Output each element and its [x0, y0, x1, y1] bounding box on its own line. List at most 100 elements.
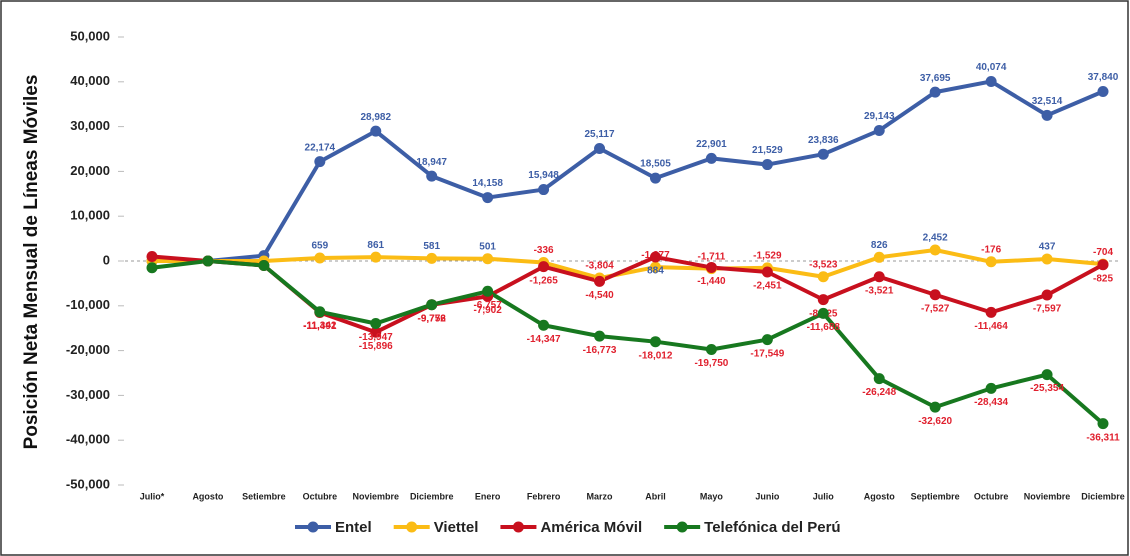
data-label: -13,947 [359, 332, 393, 343]
data-label: -4,540 [585, 290, 614, 301]
point [873, 271, 885, 283]
data-label: -1,265 [529, 275, 558, 286]
series-line [152, 248, 1104, 281]
point [426, 299, 438, 311]
point [258, 259, 270, 271]
y-tick-label: -10,000 [66, 297, 110, 312]
data-label: 22,901 [696, 139, 727, 150]
data-label: -176 [981, 244, 1001, 255]
point [370, 317, 382, 329]
legend-marker [512, 521, 524, 533]
data-label: 18,947 [416, 157, 447, 168]
data-label: -17,549 [750, 348, 784, 359]
data-label: 37,695 [920, 73, 951, 84]
point [314, 252, 326, 264]
point [985, 75, 997, 87]
point [705, 152, 717, 164]
y-tick-label: 20,000 [70, 163, 110, 178]
point [370, 251, 382, 263]
y-tick-label: -50,000 [66, 476, 110, 491]
legend-label: Telefónica del Perú [704, 519, 840, 536]
data-label: 861 [367, 240, 384, 251]
point [817, 271, 829, 283]
data-label: 14,158 [472, 178, 503, 189]
point [649, 336, 661, 348]
data-label: 437 [1039, 242, 1056, 253]
x-tick-label: Octubre [974, 491, 1009, 501]
y-tick-label: 50,000 [70, 28, 110, 43]
point [649, 172, 661, 184]
point [929, 86, 941, 98]
data-label: 15,948 [528, 170, 559, 181]
data-label: -14,347 [527, 334, 561, 345]
point [761, 266, 773, 278]
x-tick-label: Mayo [700, 491, 724, 501]
x-tick-label: Agosto [192, 491, 223, 501]
point [482, 192, 494, 204]
point [1041, 369, 1053, 381]
data-label: -2,451 [753, 281, 782, 292]
data-label: -825 [1093, 273, 1113, 284]
data-label: -336 [534, 245, 554, 256]
x-tick-label: Diciembre [1081, 491, 1125, 501]
data-label: -11,491 [303, 321, 337, 332]
y-axis-label: Posición Neta Mensual de Líneas Móviles [21, 75, 42, 450]
data-label: -11,464 [974, 321, 1008, 332]
point [929, 289, 941, 301]
point [426, 170, 438, 182]
point [873, 251, 885, 263]
legend-label: Viettel [434, 519, 479, 536]
point [985, 306, 997, 318]
point [761, 334, 773, 346]
point [202, 255, 214, 267]
point [1041, 289, 1053, 301]
x-tick-label: Noviembre [1024, 491, 1071, 501]
point [482, 253, 494, 265]
data-label: -9,752 [418, 313, 447, 324]
point [1097, 85, 1109, 97]
x-tick-label: Octubre [303, 491, 338, 501]
data-label: 23,836 [808, 135, 839, 146]
data-label: -15,896 [359, 341, 393, 352]
legend-marker [307, 521, 319, 533]
point [985, 382, 997, 394]
y-tick-label: 10,000 [70, 208, 110, 223]
data-label: 884 [647, 266, 664, 277]
point [538, 184, 550, 196]
data-label: 28,982 [360, 112, 391, 123]
x-tick-label: Junio [755, 491, 780, 501]
data-label: -16,773 [583, 345, 617, 356]
point [705, 343, 717, 355]
data-label: -26,248 [862, 387, 896, 398]
point [146, 262, 158, 274]
series-line [152, 79, 1104, 263]
data-label: -18,012 [639, 350, 673, 361]
y-tick-label: 30,000 [70, 118, 110, 133]
x-tick-label: Noviembre [352, 491, 399, 501]
data-label: 581 [423, 241, 440, 252]
point [538, 261, 550, 273]
point [314, 306, 326, 318]
data-label: -1,440 [697, 276, 726, 287]
data-label: -3,804 [585, 261, 614, 272]
point [873, 373, 885, 385]
point [370, 326, 382, 338]
data-label: 21,529 [752, 145, 783, 156]
legend-label: América Móvil [540, 519, 642, 536]
point [761, 159, 773, 171]
legend-marker [406, 521, 418, 533]
point [594, 330, 606, 342]
point [1097, 259, 1109, 271]
point [538, 319, 550, 331]
data-label: -11,688 [807, 322, 841, 333]
x-tick-label: Julio [813, 491, 835, 501]
x-tick-label: Diciembre [410, 491, 454, 501]
data-label: -36,311 [1086, 432, 1120, 443]
data-label: -32,620 [918, 416, 952, 427]
point [649, 261, 661, 273]
point [817, 294, 829, 306]
point [817, 307, 829, 319]
data-label: 22,174 [305, 142, 336, 153]
